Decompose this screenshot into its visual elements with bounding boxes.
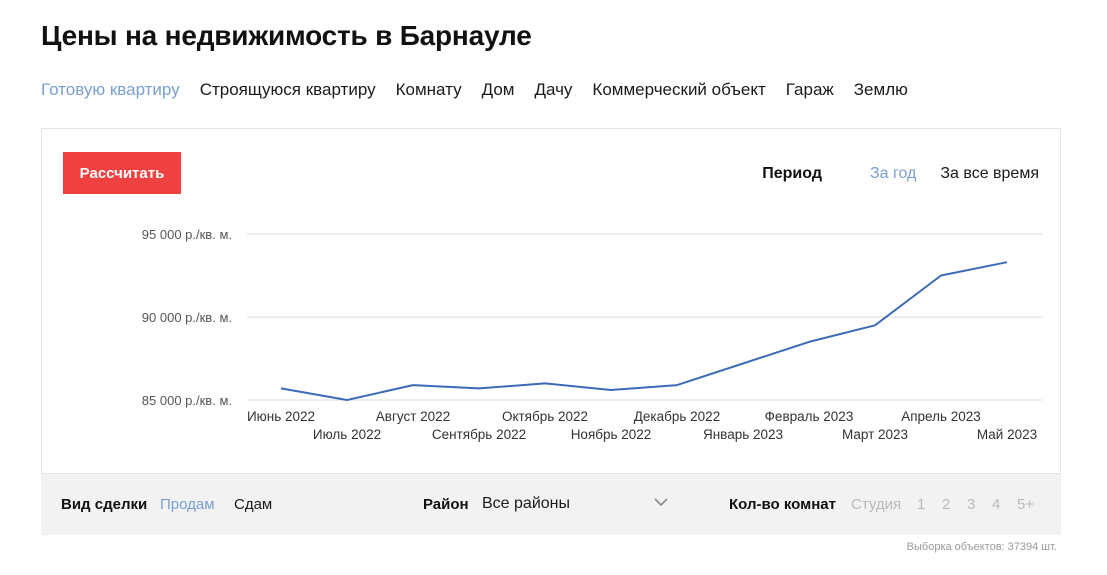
x-tick-label: Апрель 2023: [901, 409, 981, 424]
price-chart-card: Рассчитать Период За год За все время 95…: [41, 128, 1061, 474]
rooms-option-3[interactable]: 3: [967, 496, 976, 513]
x-tick-label: Сентябрь 2022: [432, 427, 526, 442]
x-tick-label: Март 2023: [842, 427, 908, 442]
filter-bar: Вид сделки Продам Сдам Район Все районы …: [41, 474, 1061, 535]
x-tick-label: Январь 2023: [703, 427, 783, 442]
rooms-option-2[interactable]: 2: [942, 496, 951, 513]
chevron-down-icon: [654, 498, 668, 507]
tab-commercial[interactable]: Коммерческий объект: [592, 80, 766, 99]
tab-dacha[interactable]: Дачу: [534, 80, 573, 99]
y-tick-label: 95 000 р./кв. м.: [142, 227, 232, 242]
price-line-chart: 95 000 р./кв. м. 90 000 р./кв. м. 85 000 р…: [142, 227, 1042, 442]
x-tick-label: Февраль 2023: [765, 409, 854, 424]
rooms-count-label: Кол-во комнат: [729, 496, 836, 513]
x-tick-label: Август 2022: [376, 409, 450, 424]
property-type-tabs: Готовую квартиру Строящуюся квартиру Ком…: [41, 80, 928, 100]
tab-new-apartment[interactable]: Строящуюся квартиру: [199, 80, 376, 99]
x-tick-label: Июнь 2022: [247, 409, 315, 424]
deal-option-sell[interactable]: Продам: [160, 496, 215, 513]
tab-room[interactable]: Комнату: [395, 80, 462, 99]
sample-count: Выборка объектов: 37394 шт.: [906, 541, 1057, 553]
district-label: Район: [423, 496, 469, 513]
x-tick-label: Декабрь 2022: [634, 409, 720, 424]
series-line: [280, 261, 1008, 401]
tab-ready-apartment[interactable]: Готовую квартиру: [41, 80, 180, 99]
x-tick-label: Ноябрь 2022: [571, 427, 652, 442]
period-selector: Период За год За все время: [762, 165, 1039, 183]
tab-house[interactable]: Дом: [481, 80, 515, 99]
y-tick-label: 85 000 р./кв. м.: [142, 393, 232, 408]
period-label: Период: [762, 165, 822, 182]
y-tick-label: 90 000 р./кв. м.: [142, 310, 232, 325]
x-tick-label: Май 2023: [977, 427, 1037, 442]
calculate-button[interactable]: Рассчитать: [63, 152, 181, 194]
deal-type-label: Вид сделки: [61, 496, 148, 513]
page-title: Цены на недвижимость в Барнауле: [41, 20, 532, 51]
rooms-option-1[interactable]: 1: [917, 496, 926, 513]
district-select[interactable]: Все районы: [482, 493, 668, 517]
tab-garage[interactable]: Гараж: [785, 80, 834, 99]
rooms-option-5-plus[interactable]: 5+: [1017, 496, 1035, 513]
rooms-option-studio[interactable]: Студия: [851, 496, 902, 513]
rooms-option-4[interactable]: 4: [992, 496, 1001, 513]
period-option-year[interactable]: За год: [869, 165, 917, 182]
period-option-all-time[interactable]: За все время: [940, 165, 1039, 182]
deal-option-rent[interactable]: Сдам: [234, 496, 273, 513]
x-tick-label: Июль 2022: [313, 427, 381, 442]
x-tick-label: Октябрь 2022: [502, 409, 588, 424]
district-select-value: Все районы: [482, 495, 570, 512]
tab-land[interactable]: Землю: [853, 80, 908, 99]
